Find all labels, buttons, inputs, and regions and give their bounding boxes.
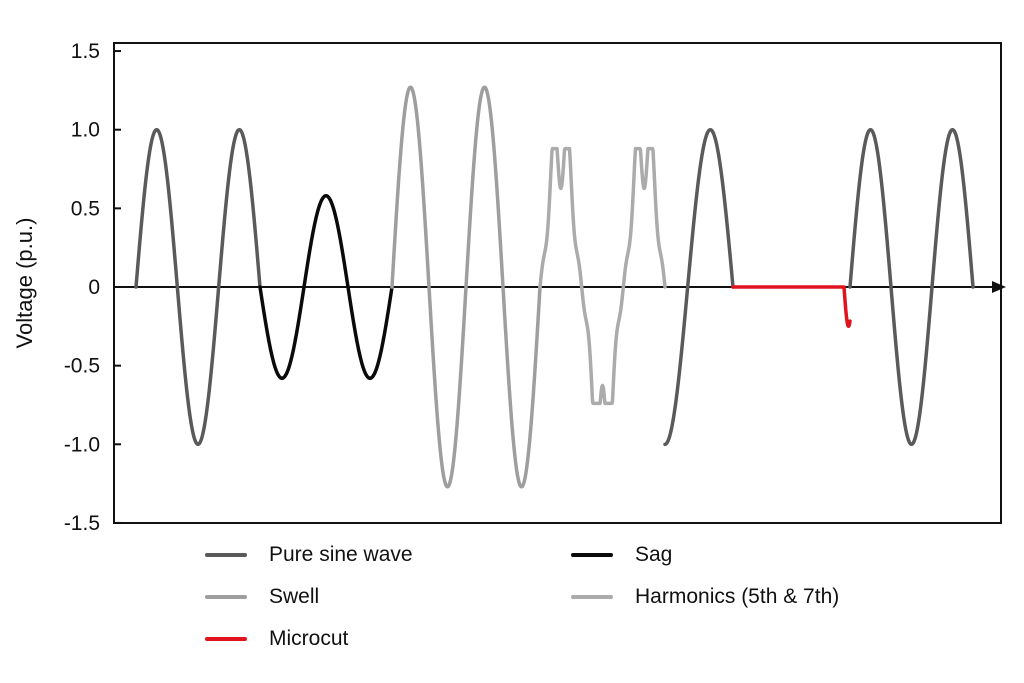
plot-frame	[113, 42, 1002, 524]
y-tick-label: 1.5	[71, 40, 100, 63]
x-axis-arrow-icon	[992, 281, 1006, 293]
legend-swatch-microcut	[205, 637, 247, 641]
legend-item-pure-sine: Pure sine wave	[205, 540, 413, 570]
y-tick-label: -1.0	[64, 433, 100, 456]
legend-label: Pure sine wave	[269, 543, 413, 566]
y-axis-ticks: 1.5 1.0 0.5 0 -0.5 -1.0 -1.5	[64, 40, 121, 535]
legend-swatch-swell	[205, 595, 247, 599]
legend-item-swell: Swell	[205, 582, 319, 612]
waveform-series	[134, 85, 975, 489]
legend-item-sag: Sag	[571, 540, 672, 570]
legend-swatch-harmonics	[571, 595, 613, 599]
legend-swatch-sag	[571, 553, 613, 557]
legend-label: Harmonics (5th & 7th)	[635, 585, 840, 608]
legend-item-microcut: Microcut	[205, 624, 348, 654]
legend-label: Microcut	[269, 627, 349, 650]
legend: Pure sine wave Sag Swell Harmonics (5th …	[205, 540, 925, 660]
legend-swatch-pure-sine	[205, 553, 247, 557]
legend-label: Swell	[269, 585, 320, 608]
legend-label: Sag	[635, 543, 673, 566]
y-tick-label: 0.5	[71, 197, 100, 220]
y-tick-label: 1.0	[71, 119, 100, 142]
legend-item-harmonics: Harmonics (5th & 7th)	[571, 582, 839, 612]
y-tick-label: -1.5	[64, 512, 100, 535]
y-tick-label: 0	[88, 276, 100, 299]
y-tick-label: -0.5	[64, 355, 100, 378]
y-axis-title: Voltage (p.u.)	[12, 218, 37, 349]
